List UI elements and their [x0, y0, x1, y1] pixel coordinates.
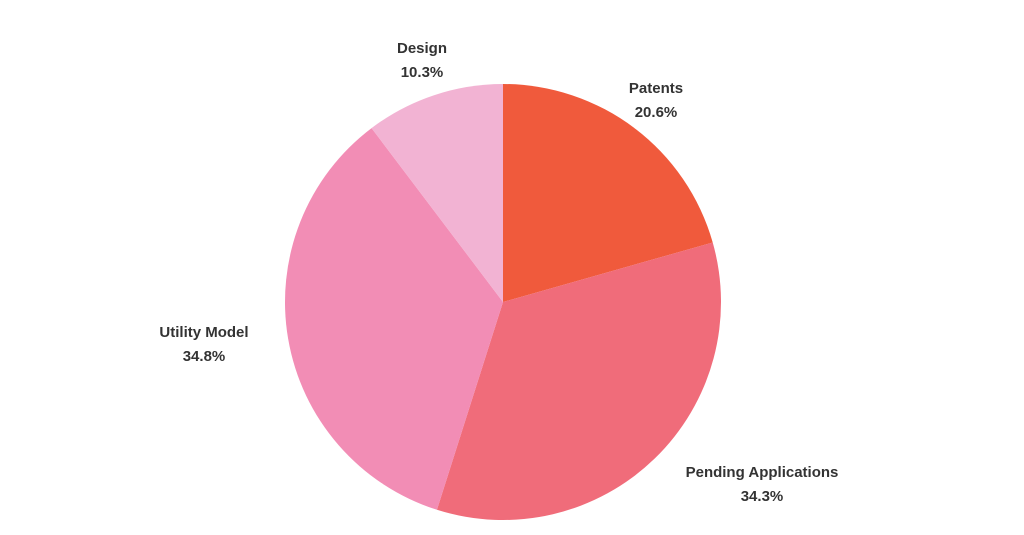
pie-slice-patents	[503, 84, 713, 302]
slice-value-label: 34.3%	[741, 488, 784, 505]
slice-value-label: 10.3%	[401, 64, 444, 81]
pie-slice-design	[371, 84, 503, 302]
pie-slice-utility-model	[284, 128, 503, 510]
slice-label: Patents	[629, 80, 683, 97]
slice-value-label: 20.6%	[635, 104, 678, 121]
slice-value-label: 34.8%	[183, 348, 226, 365]
slice-label: Pending Applications	[686, 464, 839, 481]
pie-slice-pending-applications	[436, 242, 721, 521]
slice-label: Design	[397, 40, 447, 57]
slice-label: Utility Model	[159, 324, 248, 341]
